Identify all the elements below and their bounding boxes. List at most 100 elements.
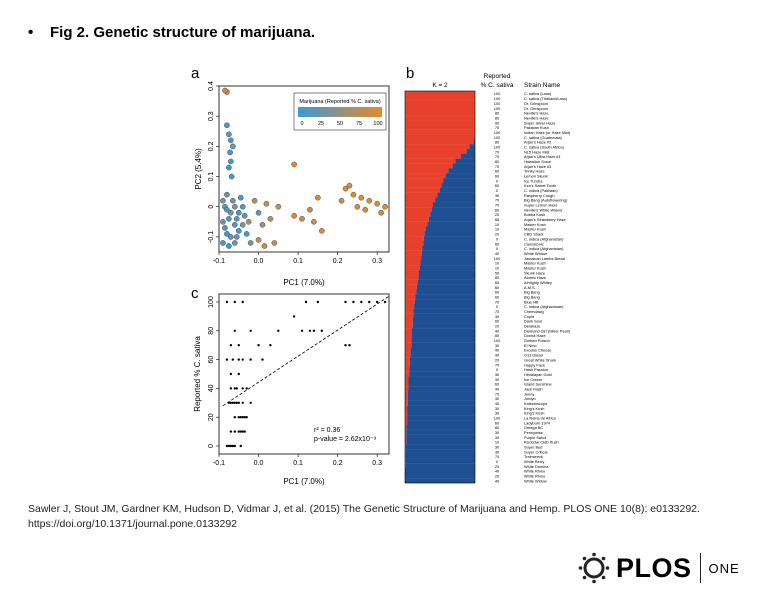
correlation-point bbox=[249, 358, 252, 361]
pca-point bbox=[232, 203, 238, 210]
pca-point bbox=[378, 209, 384, 216]
structure-reported-value: 60 bbox=[495, 174, 500, 179]
structure-reported-value: 30 bbox=[495, 343, 500, 348]
structure-bar-cluster1 bbox=[405, 129, 475, 135]
structure-barplot: K = 2 Reported % C. sativa Strain Name 1… bbox=[404, 73, 571, 483]
pca-point bbox=[220, 219, 226, 225]
correlation-point bbox=[348, 344, 351, 347]
pca-xlabel: PC1 (7.0%) bbox=[283, 278, 325, 287]
structure-reported-value: 70 bbox=[495, 198, 500, 203]
structure-bar-cluster2 bbox=[405, 468, 475, 474]
structure-reported-value: 0 bbox=[496, 178, 499, 183]
pca-xtick-label: 0.0 bbox=[254, 258, 264, 265]
structure-reported-value: 80 bbox=[495, 425, 500, 430]
structure-bar-cluster1 bbox=[405, 347, 411, 353]
structure-bar-cluster2 bbox=[426, 226, 475, 232]
structure-bar-cluster1 bbox=[405, 342, 412, 348]
structure-strain-name: Happy Face bbox=[524, 362, 545, 367]
correlation-point bbox=[235, 387, 238, 390]
structure-bar-cluster2 bbox=[406, 429, 475, 435]
correlation-point bbox=[239, 444, 242, 448]
legend-gradient bbox=[298, 107, 382, 117]
structure-reported-value: 70 bbox=[495, 164, 500, 169]
structure-reported-value: 80 bbox=[495, 217, 500, 222]
correlation-plot-frame bbox=[218, 293, 390, 455]
structure-strain-name: Kaleidoscope bbox=[524, 401, 547, 406]
correlation-pvalue: p-value = 2.62x10⁻⁹ bbox=[314, 436, 377, 443]
pca-point bbox=[230, 143, 236, 150]
correlation-point bbox=[292, 315, 296, 318]
structure-bar-cluster1 bbox=[405, 410, 408, 416]
pca-point bbox=[226, 164, 232, 171]
structure-strain-name: Bubba Kush bbox=[524, 212, 545, 217]
pca-point bbox=[307, 206, 313, 213]
structure-bar-cluster1 bbox=[405, 226, 426, 232]
pca-point bbox=[299, 215, 305, 222]
correlation-point bbox=[231, 358, 235, 361]
structure-bar-cluster1 bbox=[405, 453, 406, 459]
correlation-point bbox=[233, 387, 237, 390]
structure-bar-cluster2 bbox=[405, 453, 475, 459]
pca-point bbox=[228, 173, 235, 180]
structure-bar-cluster1 bbox=[405, 274, 419, 280]
correlation-point bbox=[239, 416, 242, 419]
pca-point bbox=[374, 200, 380, 207]
structure-strain-name: Dr. Grinspoon bbox=[524, 106, 548, 111]
structure-bar-cluster1 bbox=[405, 424, 407, 430]
structure-strain-name: Master Kush bbox=[524, 227, 546, 232]
structure-strain-name: C. sativa (South Africa) bbox=[524, 144, 564, 149]
structure-strain-name: C. indica (Pakistan) bbox=[524, 188, 558, 193]
structure-strain-name: White Rhino bbox=[524, 474, 545, 479]
structure-strain-name: C. sativa (Laos) bbox=[524, 91, 552, 96]
correlation-point bbox=[233, 416, 237, 419]
structure-strain-name: Cupid bbox=[524, 314, 534, 319]
pca-plot: -0.1 0.0 0.1 0.2 0.3 -0.1 0 0.1 0.2 0.3 0.4 PC1 (7… bbox=[194, 81, 390, 287]
correlation-point bbox=[229, 430, 233, 433]
structure-bar-cluster2 bbox=[405, 449, 475, 455]
structure-reported-value: 0 bbox=[496, 236, 499, 241]
structure-bar-cluster2 bbox=[469, 144, 475, 150]
heading-bullet: • bbox=[28, 24, 34, 41]
correlation-point bbox=[375, 300, 379, 304]
structure-reported-value: 100 bbox=[494, 256, 501, 261]
structure-strain-name: Neville's White Widow bbox=[524, 207, 562, 212]
legend-tick-label: 25 bbox=[318, 121, 324, 127]
correlation-point bbox=[233, 430, 237, 433]
structure-reported-value: 80 bbox=[495, 111, 500, 116]
structure-strain-name: Himalayan Gold bbox=[524, 372, 552, 377]
structure-bar-cluster2 bbox=[407, 405, 475, 411]
structure-reported-value: 10 bbox=[495, 440, 500, 445]
structure-bar-cluster1 bbox=[405, 250, 422, 256]
structure-bar-cluster2 bbox=[412, 328, 475, 334]
pca-point bbox=[235, 209, 242, 216]
structure-reported-value: 20 bbox=[495, 357, 500, 362]
structure-strain-name: CBD Shark bbox=[524, 232, 544, 237]
correlation-point bbox=[227, 401, 231, 404]
structure-strain-name: C. sativa (Thailand/Laos) bbox=[524, 96, 568, 101]
structure-bar-cluster2 bbox=[445, 173, 475, 179]
structure-bar-cluster2 bbox=[419, 265, 475, 271]
correlation-xlabel: PC1 (7.0%) bbox=[283, 477, 325, 486]
structure-reported-value: 40 bbox=[495, 478, 500, 483]
pca-point bbox=[228, 137, 234, 144]
structure-bar-cluster2 bbox=[413, 308, 475, 314]
structure-bar-cluster1 bbox=[405, 313, 414, 319]
structure-bar-cluster1 bbox=[405, 308, 414, 314]
structure-reported-value: 20 bbox=[495, 464, 500, 469]
structure-reported-value: 100 bbox=[494, 130, 501, 135]
structure-reported-value: 30 bbox=[495, 314, 500, 319]
structure-bar-cluster2 bbox=[414, 303, 475, 309]
pca-point bbox=[226, 215, 232, 222]
correlation-point bbox=[344, 344, 347, 347]
structure-bar-cluster1 bbox=[405, 284, 417, 290]
pca-point bbox=[350, 191, 357, 198]
structure-bar-cluster2 bbox=[405, 458, 475, 464]
structure-reported-value: 10 bbox=[495, 227, 500, 232]
structure-reported-value: 20 bbox=[495, 212, 500, 217]
structure-k-label: K = 2 bbox=[432, 82, 448, 89]
pca-point bbox=[224, 122, 230, 129]
structure-bar-cluster2 bbox=[448, 168, 475, 174]
structure-reported-value: 30 bbox=[495, 406, 500, 411]
legend-tick-label: 0 bbox=[300, 121, 303, 127]
correlation-point bbox=[239, 430, 242, 433]
